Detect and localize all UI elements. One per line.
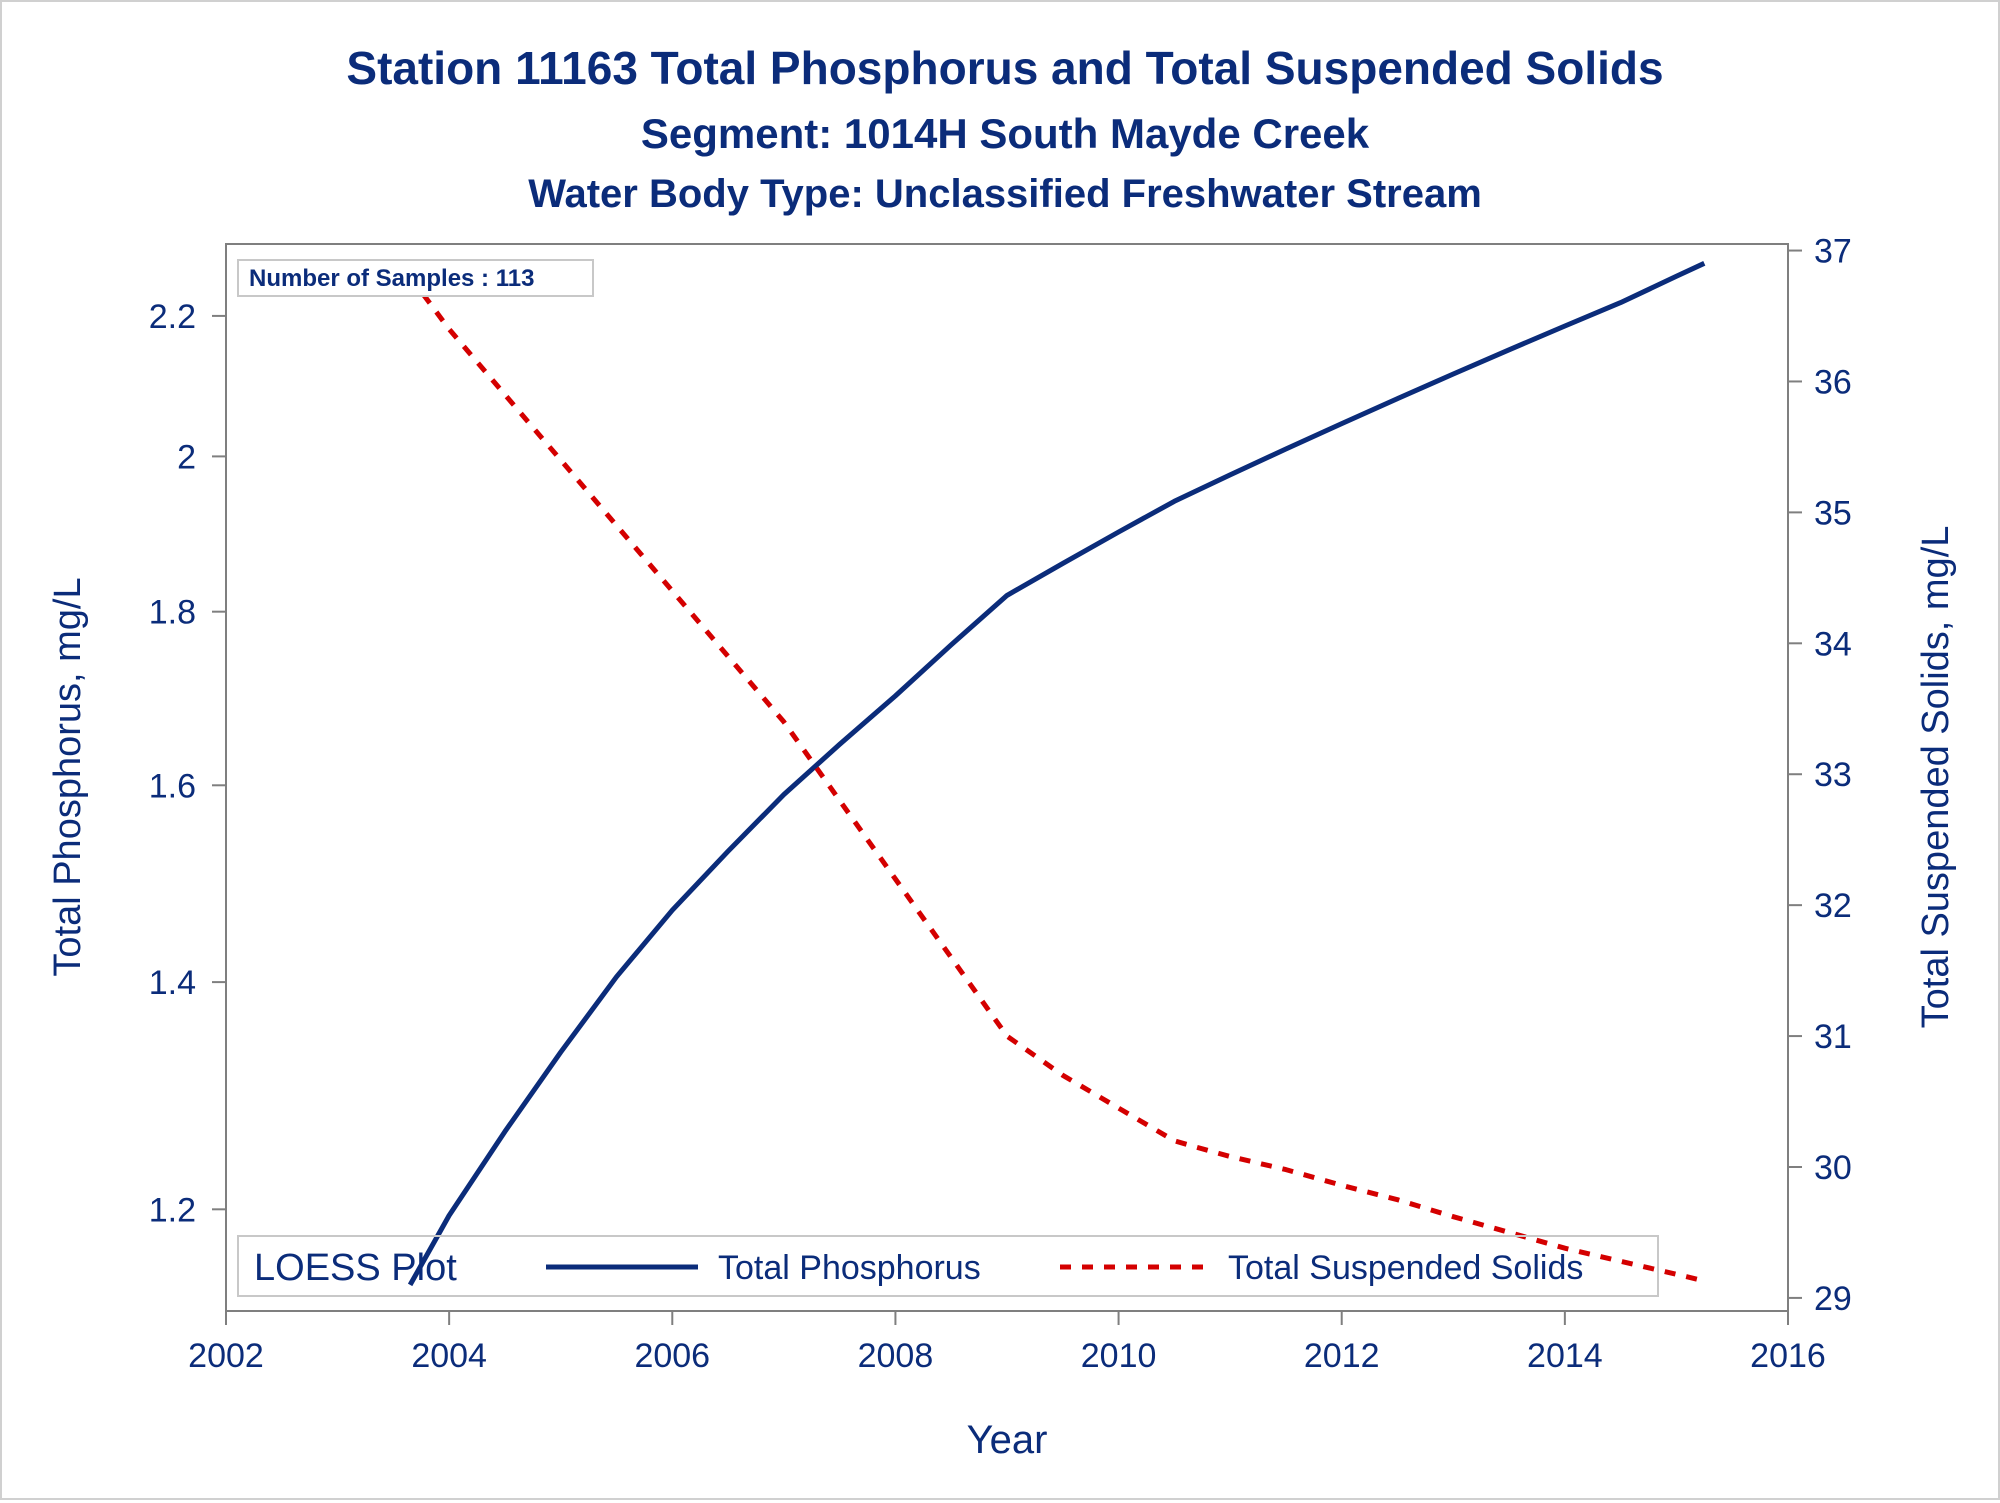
y-tick-label: 1.4 bbox=[149, 964, 196, 1002]
x-tick-label: 2010 bbox=[1081, 1337, 1157, 1375]
y-axis-left-label: Total Phosphorus, mg/L bbox=[47, 577, 89, 976]
y2-tick-label: 36 bbox=[1814, 363, 1852, 401]
legend-title: LOESS Plot bbox=[254, 1247, 457, 1289]
y-axis-right: 29 30 31 32 33 34 35 36 37 bbox=[1788, 233, 1852, 1318]
y2-tick-label: 32 bbox=[1814, 887, 1852, 925]
y-axis-right-label: Total Suspended Solids, mg/L bbox=[1915, 526, 1957, 1029]
x-tick-label: 2014 bbox=[1527, 1337, 1603, 1375]
y2-tick-label: 31 bbox=[1814, 1018, 1852, 1056]
y2-tick-label: 35 bbox=[1814, 494, 1852, 532]
y-tick-label: 1.8 bbox=[149, 594, 196, 632]
y-tick-label: 1.6 bbox=[149, 767, 196, 805]
y2-tick-label: 29 bbox=[1814, 1280, 1852, 1318]
x-tick-label: 2016 bbox=[1750, 1337, 1826, 1375]
x-tick-label: 2012 bbox=[1304, 1337, 1380, 1375]
legend-label-phosphorus: Total Phosphorus bbox=[718, 1249, 981, 1287]
sample-count-frame bbox=[237, 259, 594, 297]
series-line-total-phosphorus bbox=[407, 261, 1706, 1287]
sample-count-box: Number of Samples : 113 bbox=[237, 259, 594, 297]
sample-count-text: Number of Samples : 113 bbox=[249, 265, 534, 292]
series-layer bbox=[407, 261, 1706, 1287]
y2-tick-label: 30 bbox=[1814, 1149, 1852, 1187]
y-tick-label: 2.2 bbox=[149, 298, 196, 336]
x-tick-label: 2006 bbox=[634, 1337, 710, 1375]
y2-tick-label: 33 bbox=[1814, 756, 1852, 794]
y-tick-label: 2 bbox=[177, 438, 196, 476]
y-tick-label: 1.2 bbox=[149, 1191, 196, 1229]
x-tick-label: 2004 bbox=[411, 1337, 487, 1375]
legend-frame bbox=[237, 1235, 1659, 1297]
y2-tick-label: 37 bbox=[1814, 233, 1852, 271]
x-tick-label: 2002 bbox=[188, 1337, 264, 1375]
chart-subtitle: Segment: 1014H South Mayde Creek bbox=[641, 110, 1370, 157]
series-line-total-suspended-solids bbox=[408, 275, 1705, 1284]
chart-subtitle-2: Water Body Type: Unclassified Freshwater… bbox=[528, 172, 1482, 216]
plot-area bbox=[225, 243, 1789, 1312]
legend: LOESS Plot Total Phosphorus Total Suspen… bbox=[237, 1235, 1659, 1297]
y2-tick-label: 34 bbox=[1814, 625, 1852, 663]
chart-title: Station 11163 Total Phosphorus and Total… bbox=[346, 42, 1663, 94]
y-axis-left: 1.2 1.4 1.6 1.8 2 2.2 bbox=[149, 298, 226, 1229]
x-axis: 2002 2004 2006 2008 2010 2012 2014 2016 bbox=[188, 1311, 1826, 1375]
legend-label-tss: Total Suspended Solids bbox=[1228, 1249, 1583, 1287]
x-tick-label: 2008 bbox=[858, 1337, 934, 1375]
x-axis-label: Year bbox=[967, 1418, 1048, 1462]
